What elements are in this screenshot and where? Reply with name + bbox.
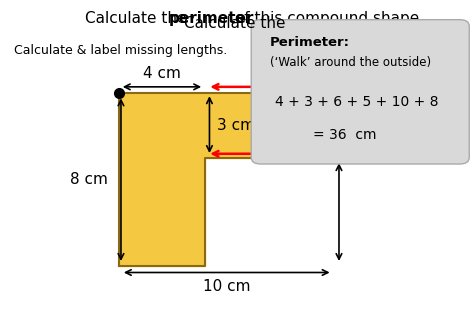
Text: of this compound shape.: of this compound shape. — [230, 11, 424, 27]
FancyBboxPatch shape — [251, 20, 469, 164]
Text: 4 cm: 4 cm — [143, 67, 181, 81]
Text: Calculate & label missing lengths.: Calculate & label missing lengths. — [14, 44, 228, 57]
Text: Perimeter:: Perimeter: — [270, 36, 350, 49]
Text: 8 cm: 8 cm — [70, 172, 108, 187]
Text: 5 cm: 5 cm — [343, 118, 381, 133]
Text: perimeter: perimeter — [168, 11, 254, 27]
Text: 4 + 3 + 6 + 5 + 10 + 8: 4 + 3 + 6 + 5 + 10 + 8 — [275, 95, 438, 109]
Text: (‘Walk’ around the outside): (‘Walk’ around the outside) — [270, 56, 431, 69]
Text: = 36  cm: = 36 cm — [313, 128, 376, 142]
Text: Calculate the: Calculate the — [85, 11, 191, 27]
Text: 10 cm: 10 cm — [203, 279, 250, 294]
Text: 3 cm: 3 cm — [217, 118, 255, 133]
Polygon shape — [119, 93, 335, 266]
Text: 6 cm: 6 cm — [251, 138, 289, 153]
Text: Calculate the: Calculate the — [184, 16, 290, 31]
